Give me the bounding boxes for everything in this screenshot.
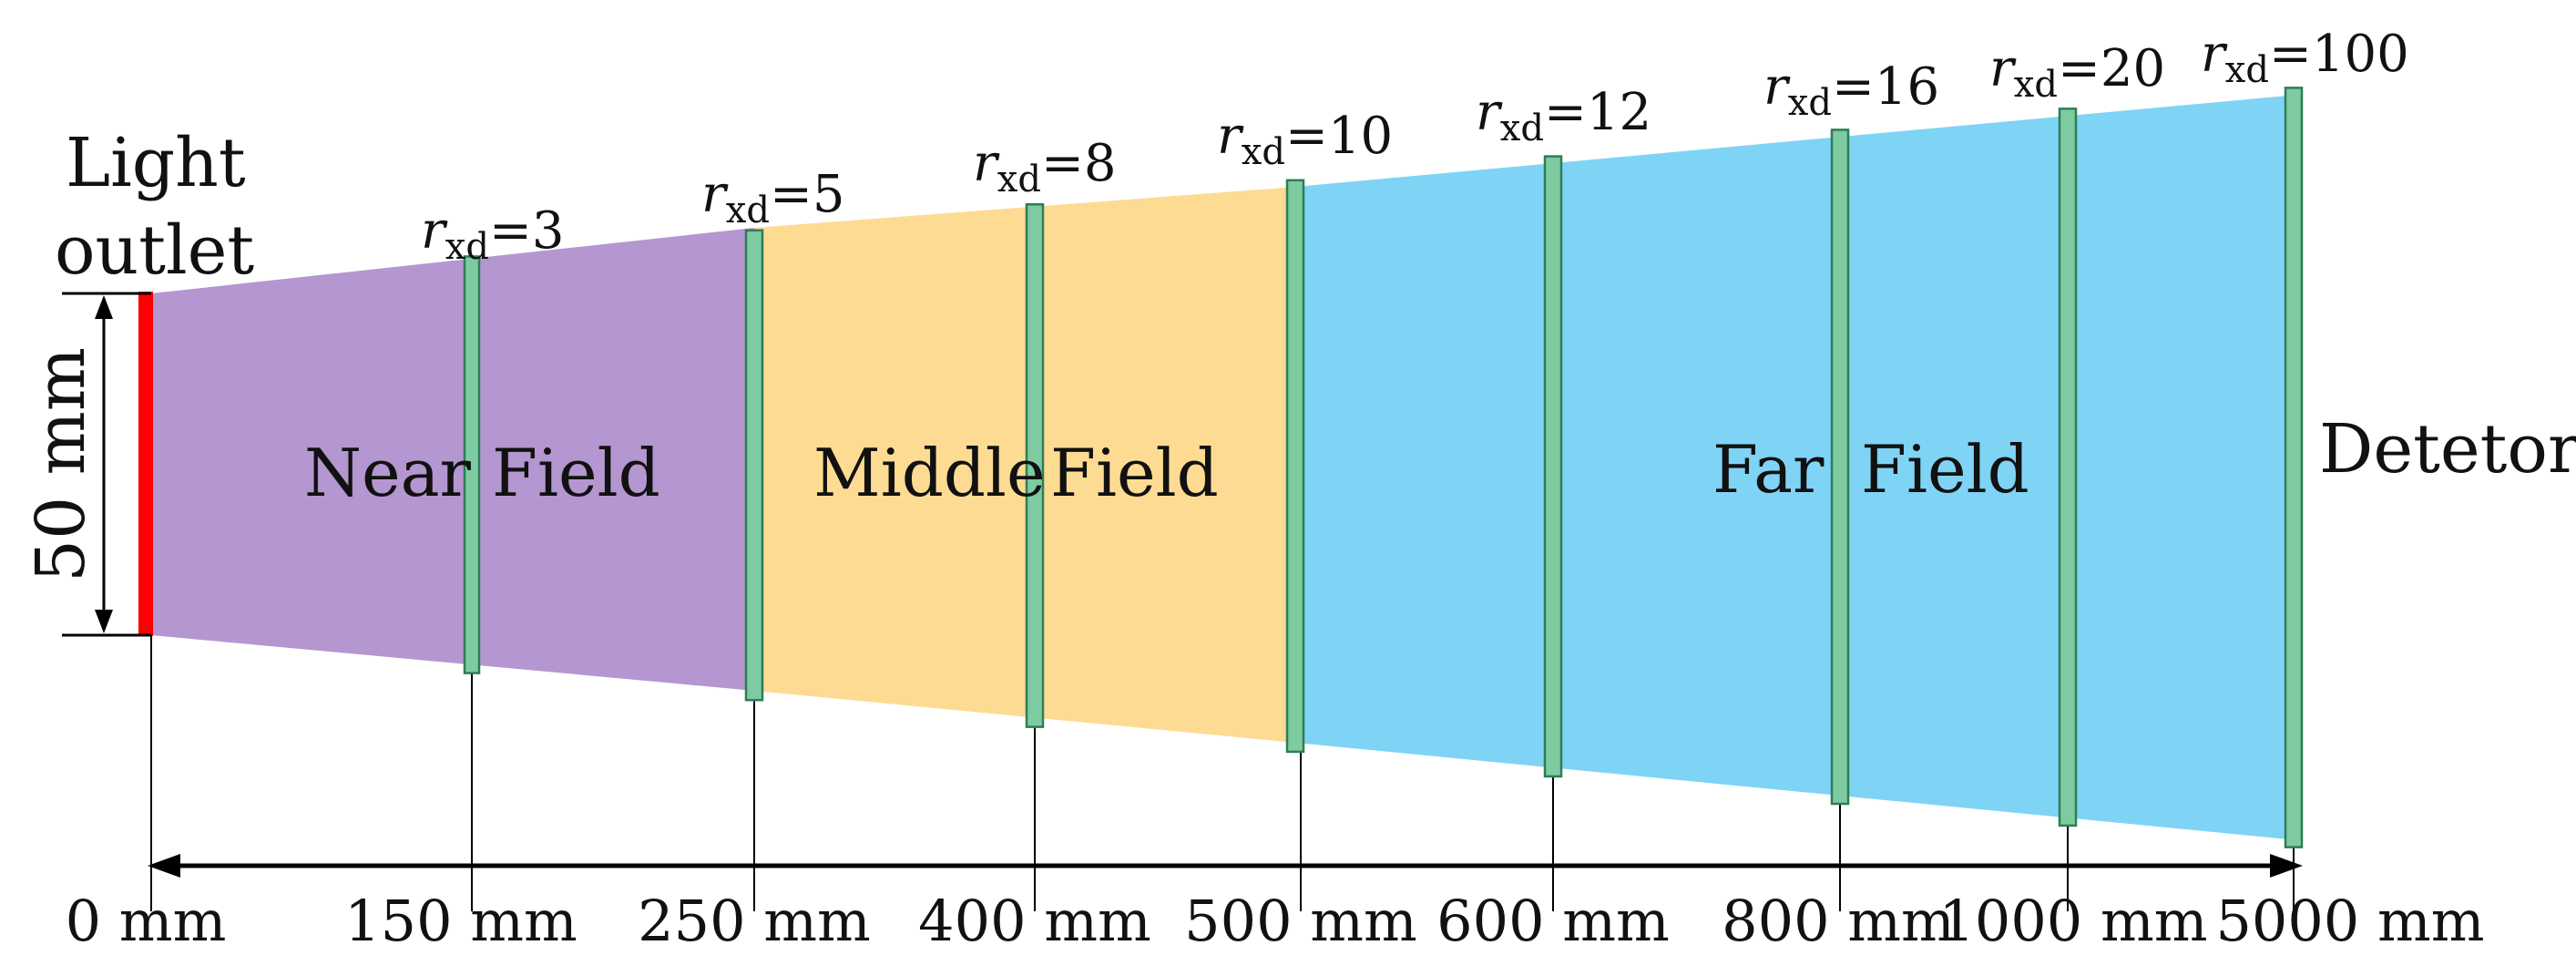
measurement-plane	[2284, 87, 2304, 848]
distance-tick-lines	[150, 635, 2295, 911]
plane-r-label: rxd=10	[1217, 107, 1393, 173]
r-subscript: xd	[997, 159, 1041, 200]
r-value: =3	[489, 201, 565, 261]
r-value: =10	[1285, 107, 1393, 166]
r-symbol: r	[421, 201, 448, 261]
r-subscript: xd	[2225, 49, 2269, 91]
distance-label: 1000 mm	[1938, 888, 2207, 954]
distance-label: 5000 mm	[2215, 888, 2484, 954]
r-symbol: r	[1763, 57, 1791, 117]
height-arrow-bottom	[95, 610, 113, 633]
far-field-word1: Far	[1712, 431, 1825, 508]
plane-r-label: rxd=5	[701, 165, 845, 231]
distance-label: 600 mm	[1436, 888, 1670, 954]
near-field-word2: Field	[492, 435, 660, 511]
r-subscript: xd	[1500, 108, 1544, 149]
r-symbol: r	[1217, 107, 1244, 166]
measurement-plane	[1285, 179, 1305, 754]
light-outlet-source	[138, 292, 153, 636]
r-value: =8	[1041, 134, 1117, 193]
measurement-plane	[2058, 108, 2078, 827]
distance-label: 500 mm	[1184, 888, 1417, 954]
far-field-word2: Field	[1861, 431, 2029, 508]
measurement-plane	[1830, 128, 1850, 806]
r-value: =5	[770, 165, 845, 224]
r-value: =100	[2269, 25, 2409, 84]
distance-label: 400 mm	[918, 888, 1151, 954]
near-field-word1: Near	[304, 435, 472, 511]
r-value: =16	[1832, 57, 1939, 117]
distance-arrow-right	[2270, 854, 2303, 878]
plane-r-label: rxd=16	[1763, 57, 1939, 124]
r-value: =12	[1544, 83, 1651, 142]
r-symbol: r	[1989, 39, 2017, 98]
distance-arrow-left	[148, 854, 180, 878]
r-subscript: xd	[445, 226, 489, 268]
plane-r-label: rxd=8	[973, 134, 1117, 200]
distance-label: 0 mm	[66, 888, 227, 954]
middle-field-region	[754, 187, 1295, 743]
height-label: 50 mm	[22, 347, 100, 582]
detector-label: Detetor	[2319, 410, 2576, 488]
plane-r-label: rxd=12	[1476, 83, 1651, 149]
r-symbol: r	[2201, 25, 2228, 84]
r-subscript: xd	[726, 190, 770, 231]
r-value: =20	[2058, 39, 2165, 98]
middle-field-word1: Middle	[813, 435, 1046, 511]
distance-label: 150 mm	[344, 888, 578, 954]
r-symbol: r	[1476, 83, 1503, 142]
r-symbol: r	[701, 165, 729, 224]
measurement-planes	[463, 87, 2304, 848]
r-subscript: xd	[1788, 82, 1832, 124]
height-arrow-top	[95, 295, 113, 319]
near-field-region	[151, 228, 754, 691]
distance-labels: 0 mm 150 mm 250 mm 400 mm 500 mm 600 mm 800 mm…	[66, 888, 2485, 954]
measurement-plane	[463, 255, 481, 674]
measurement-plane	[1543, 155, 1563, 778]
plane-r-label: rxd=3	[421, 201, 565, 268]
middle-field-word2: Field	[1050, 435, 1219, 511]
distance-label: 250 mm	[638, 888, 871, 954]
measurement-plane	[1025, 202, 1045, 728]
r-subscript: xd	[1242, 131, 1285, 173]
r-subscript: xd	[2014, 64, 2058, 106]
r-symbol: r	[973, 134, 1000, 193]
plane-r-label: rxd=20	[1989, 39, 2165, 106]
light-outlet-label-line1: Light	[66, 124, 246, 202]
plane-r-label: rxd=100	[2201, 25, 2409, 91]
distance-label: 800 mm	[1722, 888, 1955, 954]
light-outlet-label-line2: outlet	[55, 211, 254, 290]
measurement-plane	[744, 229, 764, 702]
